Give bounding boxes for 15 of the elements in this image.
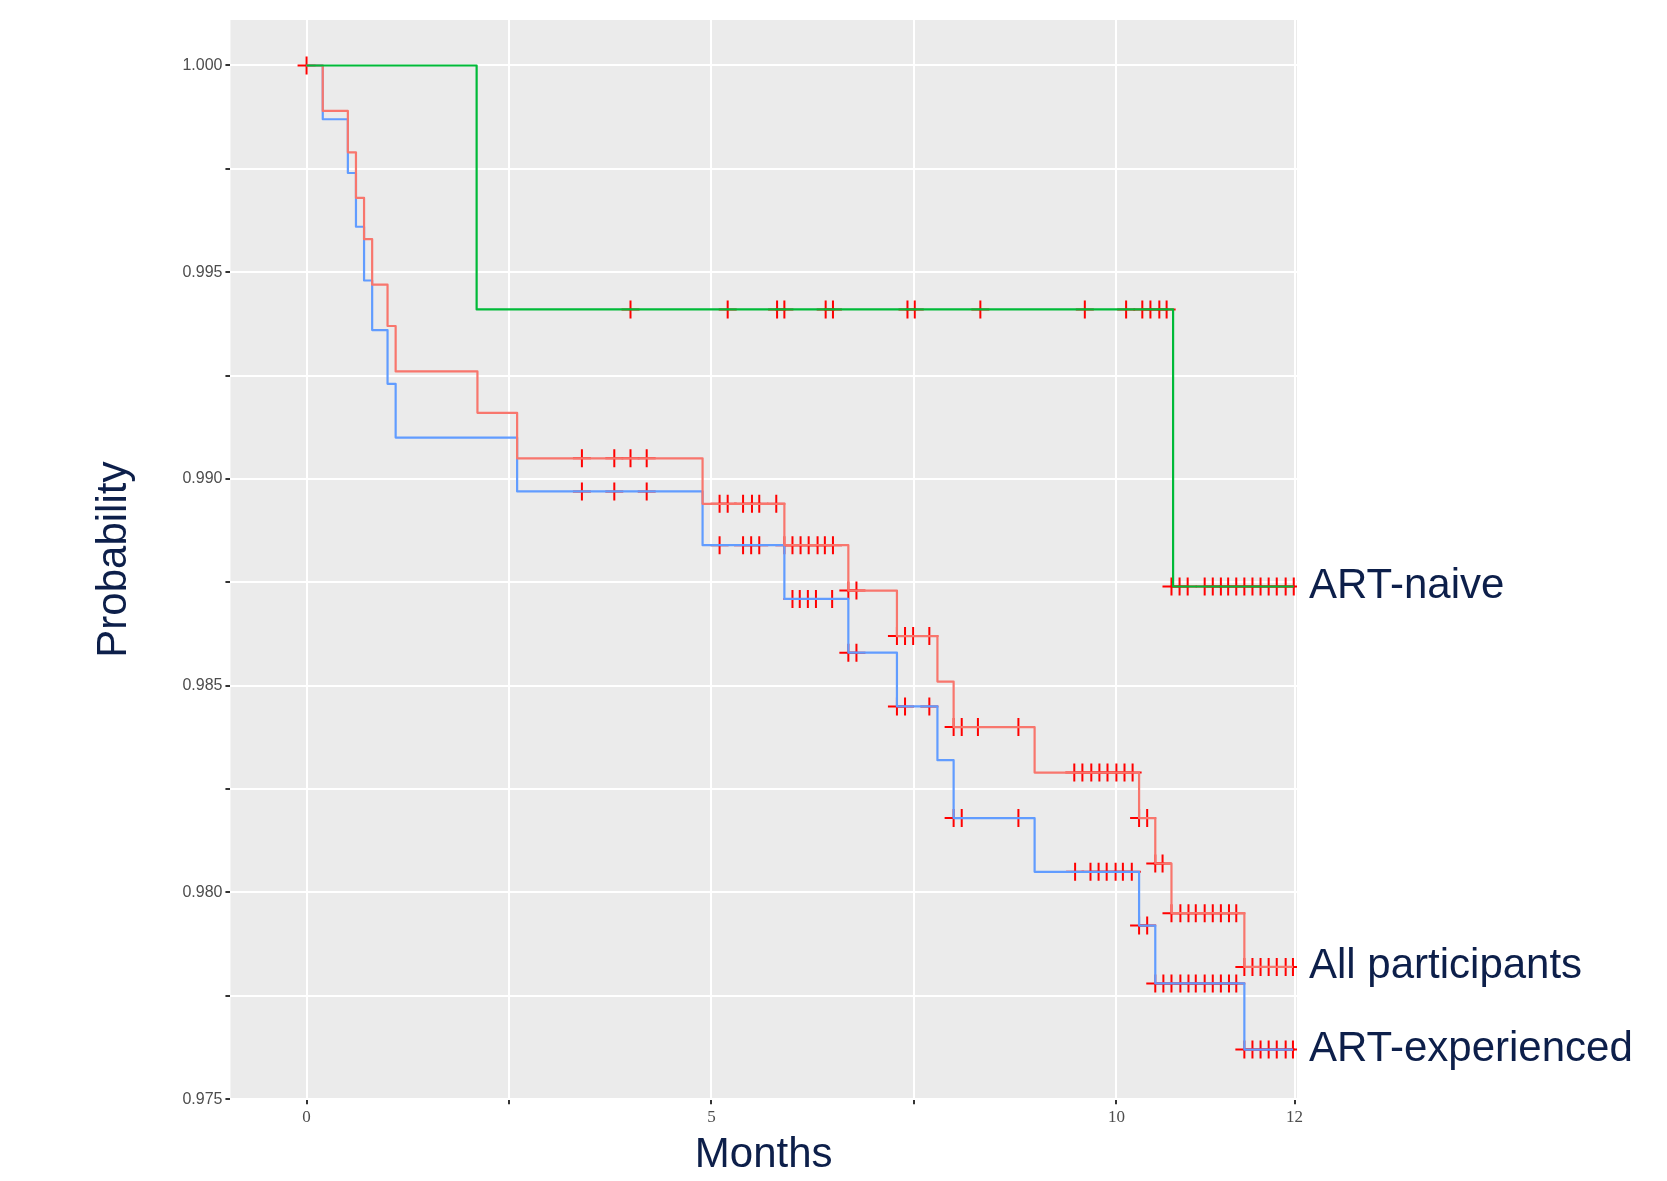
series-label: ART-experienced (1309, 1023, 1633, 1071)
y-tick-label: 1.000 (182, 55, 223, 73)
x-axis-title: Months (694, 1129, 833, 1177)
y-tick-label: 0.980 (182, 882, 223, 900)
series-label: ART-naive (1309, 560, 1505, 608)
x-tick-label: 10 (1107, 1106, 1125, 1126)
x-tick-label: 0 (302, 1106, 311, 1126)
y-tick-label: 0.975 (182, 1089, 223, 1107)
y-tick-label: 0.985 (182, 676, 223, 694)
y-tick-label: 0.990 (182, 469, 223, 487)
series-label: All participants (1309, 940, 1583, 988)
y-axis-title: Probability (87, 461, 135, 658)
x-tick-label: 5 (707, 1106, 716, 1126)
x-tick-label: 12 (1286, 1106, 1304, 1126)
y-tick-label: 0.995 (182, 262, 223, 280)
